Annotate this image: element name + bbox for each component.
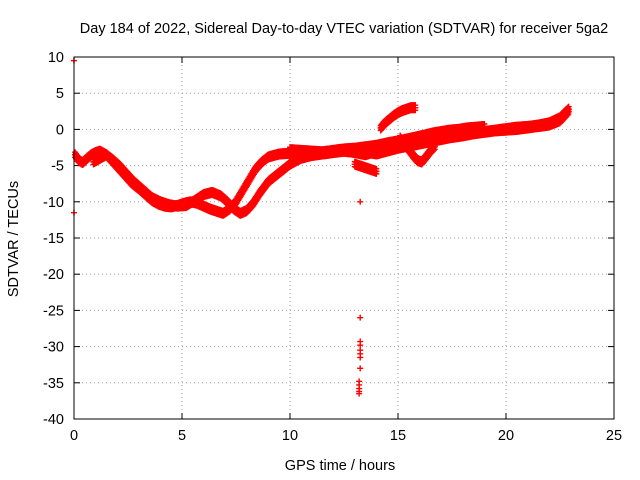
outlier-point bbox=[356, 390, 363, 397]
grid-lines bbox=[74, 57, 614, 419]
y-tick-label: 5 bbox=[56, 86, 64, 102]
y-tick-label: -15 bbox=[43, 231, 64, 247]
trace-point bbox=[564, 109, 571, 116]
trace-point bbox=[565, 108, 572, 115]
y-tick-label: -40 bbox=[43, 412, 64, 428]
outlier-point bbox=[357, 198, 364, 205]
y-tick-label: -20 bbox=[43, 267, 64, 283]
x-tick-label: 20 bbox=[498, 428, 514, 444]
y-tick-label: -35 bbox=[43, 376, 64, 392]
x-axis-label: GPS time / hours bbox=[285, 458, 395, 474]
plot-frame bbox=[73, 56, 615, 420]
trace-point bbox=[373, 170, 380, 177]
trace-point bbox=[565, 103, 572, 110]
trace-point bbox=[412, 102, 419, 109]
outlier-point bbox=[357, 342, 364, 349]
trace-point bbox=[412, 107, 419, 114]
outlier-point bbox=[357, 365, 364, 372]
y-axis-label: SDTVAR / TECUs bbox=[6, 181, 22, 297]
trace-point bbox=[481, 120, 488, 127]
trace-point bbox=[373, 165, 380, 172]
x-tick-label: 0 bbox=[70, 428, 78, 444]
y-tick-label: -5 bbox=[51, 159, 64, 175]
outlier-point bbox=[357, 354, 364, 361]
data-points bbox=[71, 57, 572, 397]
x-tick-label: 25 bbox=[606, 428, 622, 444]
trace-point bbox=[431, 141, 438, 148]
trace-point bbox=[431, 146, 438, 153]
x-tick-label: 5 bbox=[178, 428, 186, 444]
y-tick-label: -10 bbox=[43, 195, 64, 211]
y-tick-label: -30 bbox=[43, 340, 64, 356]
outlier-point bbox=[357, 314, 364, 321]
trace-point bbox=[481, 126, 488, 133]
x-tick-label: 15 bbox=[390, 428, 406, 444]
y-tick-label: 0 bbox=[56, 122, 64, 138]
trace-point bbox=[430, 147, 437, 154]
axis-ticks: 0 5 10 15 20 25 10 5 0 -5 -10 -15 -20 -25 -30 -35 -40 bbox=[43, 50, 622, 444]
y-tick-label: 10 bbox=[48, 50, 64, 66]
x-tick-label: 10 bbox=[282, 428, 298, 444]
y-tick-label: -25 bbox=[43, 303, 64, 319]
chart-title: Day 184 of 2022, Sidereal Day-to-day VTE… bbox=[80, 21, 608, 37]
